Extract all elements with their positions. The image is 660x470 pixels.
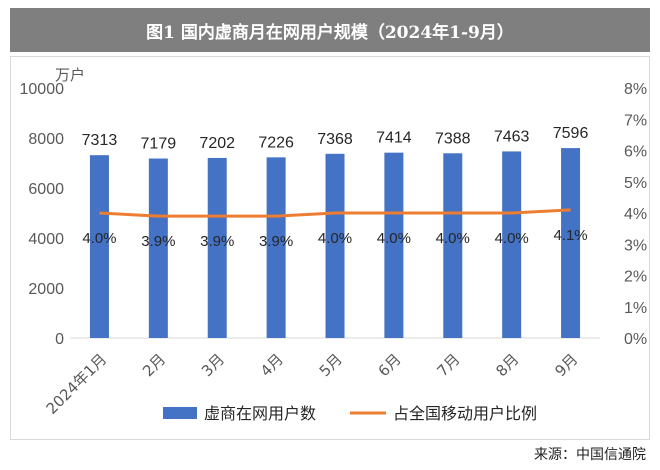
bar-value-label: 7313 [82, 132, 118, 149]
y-right-tick-label: 5% [624, 175, 647, 192]
y-right-tick-label: 8% [624, 81, 647, 98]
bar-value-label: 7179 [141, 136, 177, 153]
y-right-tick-label: 2% [624, 269, 647, 286]
line-value-label: 3.9% [200, 233, 234, 250]
bar-value-label: 7226 [258, 134, 294, 151]
y-left-tick-label: 10000 [20, 81, 65, 98]
x-tick-label: 4月 [257, 350, 287, 380]
x-tick-label: 2024年1月 [43, 350, 111, 418]
bar [325, 153, 345, 338]
y-right-tick-label: 6% [624, 144, 647, 161]
y-left-unit-label: 万户 [55, 66, 85, 84]
bar-value-label: 7414 [376, 130, 412, 147]
bar [561, 148, 581, 338]
source-label: 来源：中国信通院 [534, 447, 646, 463]
line-value-label: 4.0% [377, 230, 411, 247]
line-series-path [99, 208, 571, 218]
x-tick-label: 9月 [551, 350, 581, 380]
legend-line-label: 占全国移动用户比例 [393, 404, 537, 423]
bar-value-label: 7202 [199, 135, 235, 152]
line-value-label: 4.1% [553, 227, 587, 244]
line-value-label: 3.9% [141, 233, 175, 250]
y-left-tick-label: 0 [55, 331, 64, 348]
legend-bar-label: 虚商在网用户数 [204, 404, 316, 423]
x-tick-label: 5月 [316, 350, 346, 380]
x-tick-label: 2月 [139, 350, 169, 380]
x-tick-label: 7月 [434, 350, 464, 380]
bar [502, 151, 522, 338]
bar-value-label: 7388 [435, 130, 471, 147]
line-value-label: 4.0% [436, 230, 470, 247]
legend-bar-swatch [163, 407, 197, 419]
bar [148, 158, 168, 338]
chart-title-bar: 图1 国内虚商月在网用户规模（2024年1-9月） [10, 8, 650, 52]
y-left-tick-label: 4000 [28, 231, 64, 248]
bar [89, 155, 109, 338]
x-tick-label: 8月 [492, 350, 522, 380]
line-value-label: 4.0% [318, 230, 352, 247]
y-right-tick-label: 7% [624, 112, 647, 129]
bar [207, 157, 227, 338]
y-left-tick-label: 8000 [28, 131, 64, 148]
y-left-tick-label: 6000 [28, 181, 64, 198]
x-tick-label: 6月 [375, 350, 405, 380]
bar [384, 152, 404, 338]
x-tick-label: 3月 [198, 350, 228, 380]
bar-value-label: 7463 [494, 128, 530, 145]
line-value-label: 4.0% [495, 230, 529, 247]
y-right-tick-label: 0% [624, 331, 647, 348]
y-right-tick-label: 4% [624, 206, 647, 223]
bar [443, 153, 463, 338]
bar-value-label: 7596 [553, 125, 589, 142]
bar [266, 157, 286, 338]
y-right-tick-label: 1% [624, 300, 647, 317]
line-value-label: 3.9% [259, 233, 293, 250]
line-value-label: 4.0% [82, 230, 116, 247]
bar-value-label: 7368 [317, 131, 353, 148]
y-left-tick-label: 2000 [28, 281, 64, 298]
chart-title: 图1 国内虚商月在网用户规模（2024年1-9月） [146, 22, 514, 43]
y-right-tick-label: 3% [624, 237, 647, 254]
